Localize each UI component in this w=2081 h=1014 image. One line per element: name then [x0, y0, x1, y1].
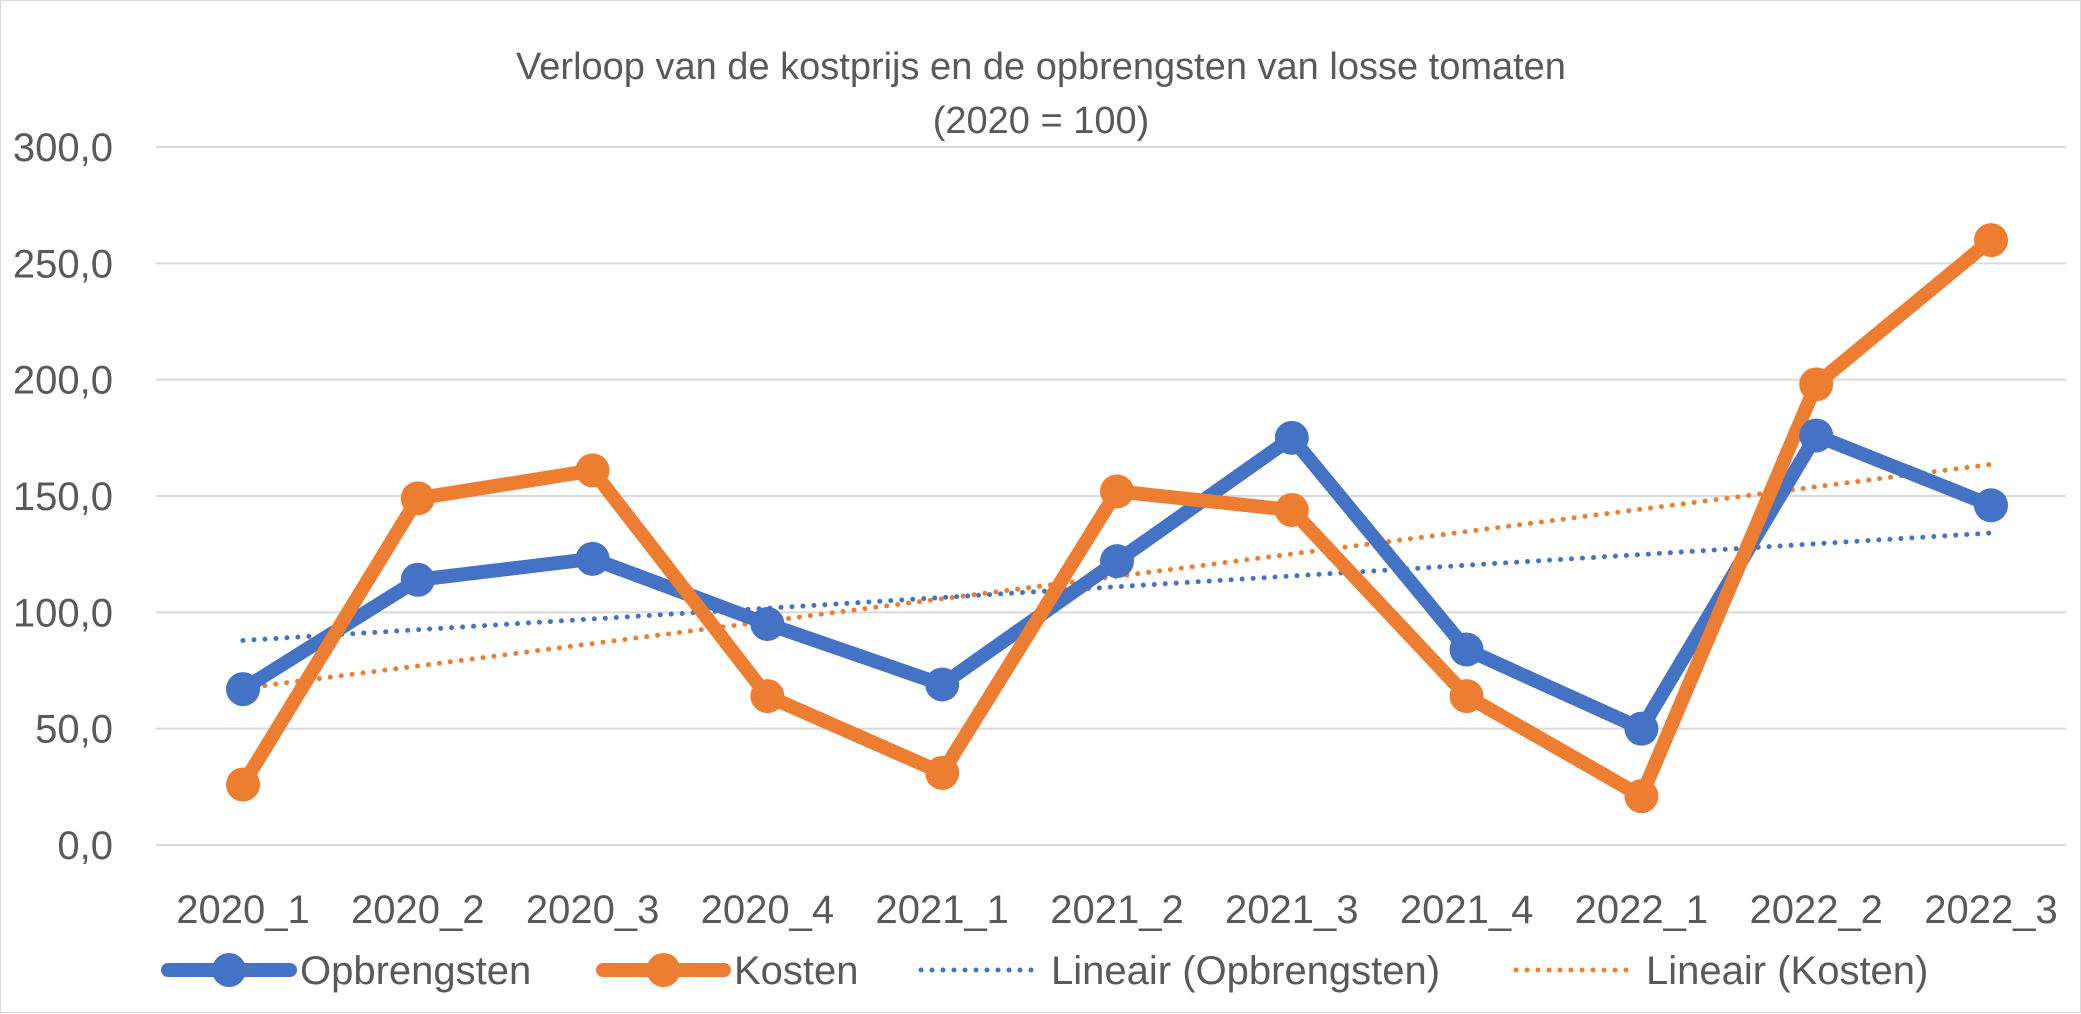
data-point: [1449, 679, 1484, 714]
data-point: [1974, 488, 2008, 523]
x-tick-label: 2021_1: [875, 888, 1008, 932]
y-tick-label: 200,0: [13, 359, 113, 403]
data-point: [1274, 492, 1309, 527]
x-axis-ticks: 2020_1 2020_2 2020_3 2020_4 2021_1 2021_2 2021…: [176, 888, 2057, 932]
data-point: [226, 767, 260, 802]
data-point: [226, 672, 260, 707]
y-tick-label: 150,0: [13, 475, 113, 519]
x-tick-label: 2020_1: [176, 888, 309, 932]
data-point: [1799, 418, 1834, 453]
data-point: [1449, 632, 1484, 667]
data-point: [1100, 544, 1134, 579]
x-tick-label: 2022_2: [1749, 888, 1882, 932]
legend: Opbrengsten Kosten Lineair (Opbrengsten) Li…: [161, 949, 1928, 993]
data-point: [1974, 223, 2008, 258]
data-point: [1624, 711, 1659, 746]
y-tick-label: 50,0: [35, 708, 113, 752]
y-tick-label: 300,0: [13, 126, 113, 170]
data-point: [1624, 779, 1659, 814]
data-point: [750, 606, 785, 641]
y-axis-ticks: 0,0 50,0 100,0 150,0 200,0 250,0 300,0: [13, 126, 113, 868]
x-tick-label: 2020_2: [351, 888, 484, 932]
x-tick-label: 2021_4: [1400, 888, 1533, 932]
legend-marker: [646, 953, 681, 987]
data-point: [575, 453, 610, 488]
data-point: [925, 755, 960, 790]
data-point: [575, 541, 610, 576]
x-tick-label: 2022_3: [1924, 888, 2057, 932]
x-tick-label: 2021_2: [1050, 888, 1183, 932]
y-tick-label: 250,0: [13, 242, 113, 286]
series-line: [236, 233, 1998, 804]
x-tick-label: 2020_4: [701, 888, 834, 932]
x-tick-label: 2021_3: [1225, 888, 1358, 932]
chart-subtitle: (2020 = 100): [933, 100, 1150, 142]
legend-label: Lineair (Kosten): [1646, 949, 1928, 993]
data-point: [400, 481, 435, 516]
data-point: [400, 562, 435, 597]
legend-label: Lineair (Opbrengsten): [1051, 949, 1440, 993]
legend-marker: [212, 953, 246, 987]
data-point: [1799, 367, 1834, 402]
x-tick-label: 2020_3: [526, 888, 659, 932]
legend-label: Opbrengsten: [300, 949, 531, 993]
x-tick-label: 2022_1: [1575, 888, 1708, 932]
legend-label: Kosten: [734, 949, 859, 993]
chart-title: Verloop van de kostprijs en de opbrengst…: [516, 46, 1566, 88]
data-point: [1274, 420, 1309, 455]
y-tick-label: 0,0: [57, 824, 113, 868]
data-point: [750, 679, 785, 714]
series-lines: [226, 223, 2008, 814]
y-tick-label: 100,0: [13, 591, 113, 635]
data-point: [925, 667, 960, 702]
data-point: [1100, 474, 1134, 509]
